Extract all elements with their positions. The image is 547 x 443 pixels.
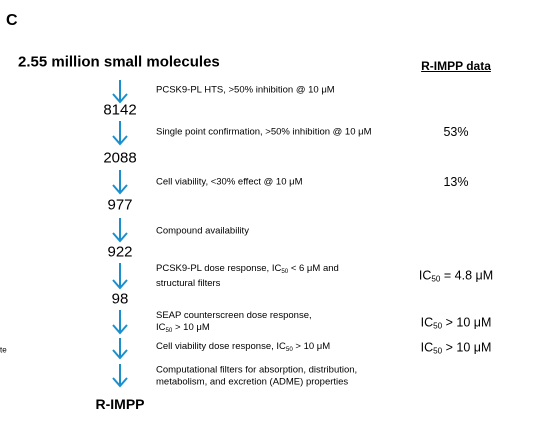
criterion: Computational filters for absorption, di… <box>156 365 357 388</box>
subscript: 50 <box>285 345 293 353</box>
criterion-line: PCSK9-PL HTS, >50% inhibition @ 10 μM <box>156 84 335 96</box>
text-segment: PCSK9-PL HTS, >50% inhibition @ 10 μM <box>156 84 335 96</box>
panel-label: C <box>6 12 18 29</box>
text-segment: Cell viability, <30% effect @ 10 μM <box>156 176 303 188</box>
compound-count: 922 <box>107 243 133 261</box>
compound-count: R-IMPP <box>95 396 145 412</box>
criterion-line: IC50 > 10 μM <box>156 322 312 337</box>
criterion: Compound availability <box>156 225 249 237</box>
text-segment: Compound availability <box>156 225 249 237</box>
subscript: 50 <box>433 346 443 356</box>
compound-count: 8142 <box>103 101 137 119</box>
arrow <box>112 121 128 146</box>
arrow <box>112 218 128 243</box>
arrow <box>112 263 128 290</box>
criterion-line: structural filters <box>156 278 339 290</box>
criterion-line: Compound availability <box>156 225 249 237</box>
r-impp-data: IC50 > 10 μM <box>421 316 492 331</box>
text-segment: Computational filters for absorption, di… <box>156 364 358 376</box>
arrow <box>112 310 128 335</box>
text-segment: IC <box>156 321 166 333</box>
text-segment: IC <box>420 340 434 355</box>
text-segment: > 10 μM <box>442 340 492 355</box>
text-segment: > 10 μM <box>172 321 210 333</box>
subscript: 50 <box>431 274 441 284</box>
criterion: PCSK9-PL HTS, >50% inhibition @ 10 μM <box>156 84 335 96</box>
compound-count: 2088 <box>103 149 137 167</box>
criterion: Cell viability dose response, IC50 > 10 … <box>156 341 330 356</box>
r-impp-data: 13% <box>443 175 468 189</box>
text-segment: PCSK9-PL dose response, IC <box>156 263 282 274</box>
margin-fragment: te <box>0 345 7 355</box>
text-segment: metabolism, and excretion (ADME) propert… <box>156 376 349 387</box>
arrow <box>112 364 128 388</box>
r-impp-data: IC50 = 4.8 μM <box>419 269 493 284</box>
text-segment: = 4.8 μM <box>440 268 494 283</box>
text-segment: > 10 μM <box>442 315 492 330</box>
text-segment: > 10 μM <box>292 340 331 352</box>
title: 2.55 million small molecules <box>18 53 220 71</box>
arrow <box>112 170 128 195</box>
subscript: 50 <box>165 326 173 334</box>
subscript: 50 <box>281 268 289 275</box>
criterion: PCSK9-PL dose response, IC50 < 6 μM and s… <box>156 263 339 289</box>
text-segment: IC <box>418 268 432 283</box>
criterion-line: SEAP counterscreen dose response, <box>156 310 312 322</box>
criterion-line: Computational filters for absorption, di… <box>156 365 357 377</box>
arrow <box>112 338 128 360</box>
criterion-line: Cell viability dose response, IC50 > 10 … <box>156 341 330 356</box>
text-segment: Single point confirmation, >50% inhibiti… <box>156 126 372 138</box>
text-segment: 53% <box>443 125 469 139</box>
text-segment: Cell viability dose response, IC <box>156 340 286 352</box>
text-segment: structural filters <box>156 277 221 289</box>
text-segment: 13% <box>443 175 469 189</box>
criterion-line: PCSK9-PL dose response, IC50 < 6 μM and <box>156 263 339 278</box>
subscript: 50 <box>433 321 443 331</box>
arrow <box>112 80 128 104</box>
compound-count: 98 <box>111 290 129 308</box>
criterion: Cell viability, <30% effect @ 10 μM <box>156 176 303 188</box>
r-impp-data: 53% <box>443 125 468 139</box>
data-heading: R-IMPP data <box>421 59 491 73</box>
criterion-line: Single point confirmation, >50% inhibiti… <box>156 126 372 138</box>
text-segment: < 6 μM and <box>288 263 339 274</box>
r-impp-data: IC50 > 10 μM <box>421 341 492 356</box>
text-segment: IC <box>420 315 434 330</box>
criterion: Single point confirmation, >50% inhibiti… <box>156 126 372 138</box>
criterion-line: metabolism, and excretion (ADME) propert… <box>156 376 357 388</box>
criterion: SEAP counterscreen dose response, IC50 > … <box>156 310 312 336</box>
compound-count: 977 <box>107 196 133 214</box>
criterion-line: Cell viability, <30% effect @ 10 μM <box>156 176 303 188</box>
text-segment: SEAP counterscreen dose response, <box>156 310 312 321</box>
